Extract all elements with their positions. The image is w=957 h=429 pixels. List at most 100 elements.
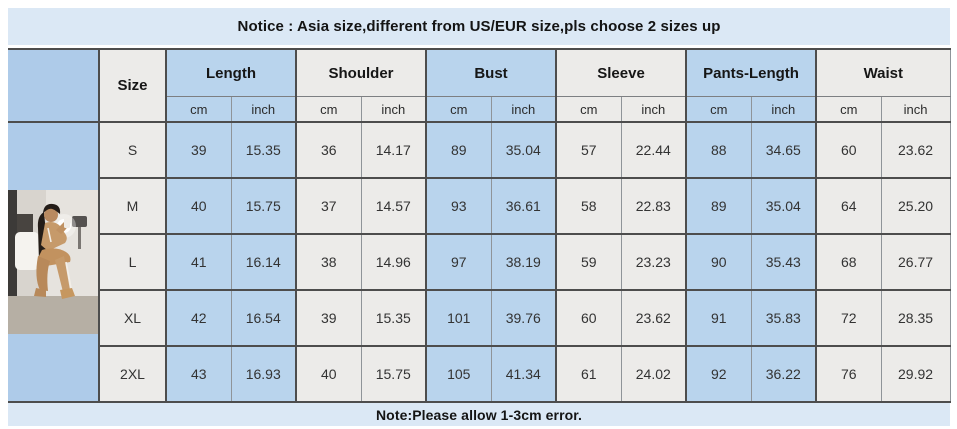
unit-label-cm: cm xyxy=(815,96,882,122)
bust-inch: 41.34 xyxy=(490,345,557,402)
waist-cm: 68 xyxy=(815,233,882,290)
size-value: 2XL xyxy=(98,345,166,402)
shoulder-cm: 39 xyxy=(295,289,361,346)
unit-label-inch: inch xyxy=(750,96,817,122)
length-inch: 15.35 xyxy=(230,121,296,178)
sleeve-inch: 23.62 xyxy=(620,289,687,346)
waist-inch: 23.62 xyxy=(880,121,951,178)
bust-cm: 105 xyxy=(425,345,492,402)
table-row-m: M 40 15.75 37 14.57 93 36.61 58 22.83 89… xyxy=(8,177,951,234)
unit-label-inch: inch xyxy=(360,96,427,122)
length-cm: 40 xyxy=(165,177,231,234)
header-row: Size Length Shoulder Bust Sleeve Pants-L… xyxy=(8,49,951,122)
length-cm: 39 xyxy=(165,121,231,178)
product-photo xyxy=(8,190,99,334)
waist-cm: 76 xyxy=(815,345,882,402)
image-column-spacer xyxy=(8,49,99,122)
column-group-sleeve: Sleeve xyxy=(555,49,687,97)
window-frame xyxy=(8,190,17,300)
table-row-xl: XL 42 16.54 39 15.35 101 39.76 60 23.62 … xyxy=(8,289,951,346)
length-cm: 42 xyxy=(165,289,231,346)
unit-label-cm: cm xyxy=(295,96,361,122)
column-group-bust: Bust xyxy=(425,49,557,97)
pants-inch: 36.22 xyxy=(750,345,817,402)
shin xyxy=(55,256,70,292)
size-value: M xyxy=(98,177,166,234)
waist-inch: 26.77 xyxy=(880,233,951,290)
shoulder-cm: 40 xyxy=(295,345,361,402)
waist-inch: 28.35 xyxy=(880,289,951,346)
column-group-pants-length: Pants-Length xyxy=(685,49,817,97)
unit-label-cm: cm xyxy=(685,96,752,122)
length-inch: 15.75 xyxy=(230,177,296,234)
pants-stripe xyxy=(65,261,72,289)
bust-cm: 93 xyxy=(425,177,492,234)
jacket-stripe xyxy=(47,227,52,243)
shoulder-inch: 14.17 xyxy=(360,121,427,178)
unit-label-inch: inch xyxy=(620,96,687,122)
length-inch: 16.93 xyxy=(230,345,296,402)
units-row: cm inch cm inch cm inch cm inch cm inch … xyxy=(8,96,951,122)
sleeve-cm: 61 xyxy=(555,345,622,402)
waist-inch: 29.92 xyxy=(880,345,951,402)
shoulder-inch: 14.57 xyxy=(360,177,427,234)
bust-cm: 101 xyxy=(425,289,492,346)
size-value: S xyxy=(98,121,166,178)
lamp xyxy=(72,216,87,227)
bust-cm: 97 xyxy=(425,233,492,290)
bed xyxy=(15,232,39,270)
head xyxy=(44,208,58,222)
notice-banner: Notice : Asia size,different from US/EUR… xyxy=(8,8,950,45)
waist-inch: 25.20 xyxy=(880,177,951,234)
pants-inch: 35.04 xyxy=(750,177,817,234)
table-row-l: L 41 16.14 38 14.96 97 38.19 59 23.23 90… xyxy=(8,233,951,290)
shoulder-cm: 37 xyxy=(295,177,361,234)
sleeve-inch: 23.23 xyxy=(620,233,687,290)
waist-cm: 60 xyxy=(815,121,882,178)
bust-cm: 89 xyxy=(425,121,492,178)
size-value: XL xyxy=(98,289,166,346)
column-group-length: Length xyxy=(165,49,296,97)
length-cm: 41 xyxy=(165,233,231,290)
pants-cm: 92 xyxy=(685,345,752,402)
bust-inch: 35.04 xyxy=(490,121,557,178)
pants-inch: 35.43 xyxy=(750,233,817,290)
length-inch: 16.54 xyxy=(230,289,296,346)
sleeve-cm: 57 xyxy=(555,121,622,178)
unit-label-inch: inch xyxy=(880,96,951,122)
heel-shoe xyxy=(60,288,75,299)
size-value: L xyxy=(98,233,166,290)
phone xyxy=(64,218,70,228)
bust-inch: 38.19 xyxy=(490,233,557,290)
column-group-waist: Waist xyxy=(815,49,951,97)
size-chart-table: Size Length Shoulder Bust Sleeve Pants-L… xyxy=(8,48,951,403)
shoulder-inch: 15.75 xyxy=(360,345,427,402)
shoulder-inch: 14.96 xyxy=(360,233,427,290)
unit-label-inch: inch xyxy=(490,96,557,122)
unit-label-inch: inch xyxy=(230,96,296,122)
shoulder-cm: 38 xyxy=(295,233,361,290)
column-group-shoulder: Shoulder xyxy=(294,49,427,97)
length-inch: 16.14 xyxy=(230,233,296,290)
unit-label-cm: cm xyxy=(555,96,622,122)
pants-cm: 88 xyxy=(685,121,752,178)
pants-inch: 34.65 xyxy=(750,121,817,178)
pants-cm: 89 xyxy=(685,177,752,234)
back-leg xyxy=(36,256,50,291)
pants-cm: 90 xyxy=(685,233,752,290)
pants-inch: 35.83 xyxy=(750,289,817,346)
headboard xyxy=(17,214,33,236)
waist-cm: 72 xyxy=(815,289,882,346)
table-row-s: S 39 15.35 36 14.17 89 35.04 57 22.44 88… xyxy=(8,121,951,402)
carpet xyxy=(8,296,99,334)
shoulder-inch: 15.35 xyxy=(360,289,427,346)
product-photo-cell xyxy=(8,121,99,402)
sleeve-cm: 58 xyxy=(555,177,622,234)
heel-shoe xyxy=(34,288,46,297)
sleeve-cm: 59 xyxy=(555,233,622,290)
bust-inch: 39.76 xyxy=(490,289,557,346)
unit-label-cm: cm xyxy=(165,96,231,122)
note-banner: Note:Please allow 1-3cm error. xyxy=(8,403,950,426)
sleeve-inch: 22.44 xyxy=(620,121,687,178)
